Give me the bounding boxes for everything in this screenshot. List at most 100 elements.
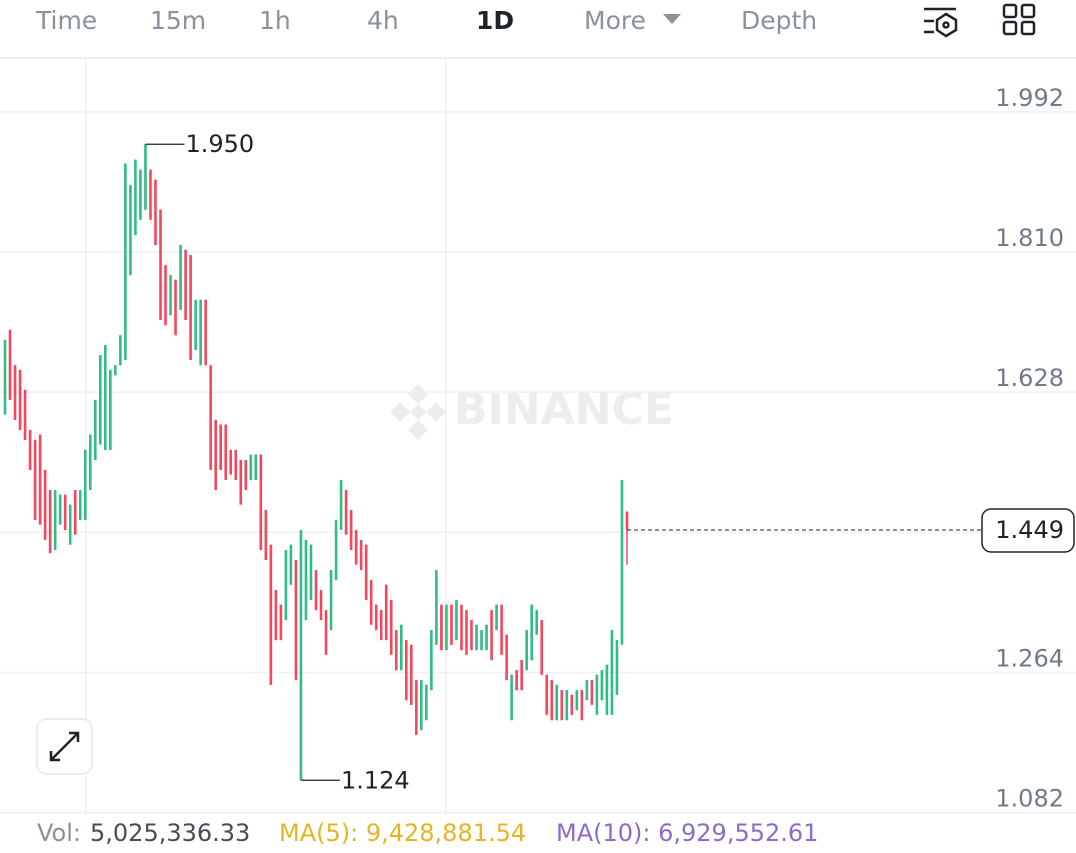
candle-body xyxy=(18,369,22,430)
candle-body xyxy=(304,540,308,621)
candle-body xyxy=(38,434,42,525)
candle-body xyxy=(249,454,253,480)
candle-body xyxy=(48,489,52,554)
candle-body xyxy=(565,690,569,721)
candle-body xyxy=(485,624,488,651)
candle-body xyxy=(470,620,473,651)
candle-body xyxy=(379,610,383,641)
tab[interactable]: 4h xyxy=(367,6,399,35)
y-tick-label: 1.992 xyxy=(995,84,1064,112)
candle-body xyxy=(399,624,403,671)
low-label: 1.124 xyxy=(341,766,410,794)
candle-body xyxy=(505,634,508,681)
candle-body xyxy=(3,339,7,415)
high-label: 1.950 xyxy=(185,130,254,158)
candle-body xyxy=(99,355,102,445)
candle-body xyxy=(294,560,298,681)
candle-body xyxy=(189,255,192,360)
candle-body xyxy=(359,540,363,571)
candle-body xyxy=(329,570,333,631)
dropdown-arrow[interactable] xyxy=(663,14,681,24)
overlay: 1.950 1.124 1.449 xyxy=(145,130,1075,794)
candle-body xyxy=(450,604,453,645)
candle-body xyxy=(219,424,222,470)
candle-body xyxy=(149,169,152,220)
candle-body xyxy=(610,630,614,715)
candle-body xyxy=(319,590,323,621)
tab[interactable]: Depth xyxy=(741,6,817,35)
candle-body xyxy=(580,690,584,721)
candle-body xyxy=(354,530,358,565)
candle-body xyxy=(93,399,97,460)
candle-body xyxy=(540,620,544,675)
indicator-icon[interactable] xyxy=(924,7,958,38)
candle-body xyxy=(625,511,629,531)
candle-body xyxy=(259,454,263,551)
candle-body xyxy=(124,163,127,360)
vol-value: 5,025,336.33 xyxy=(90,819,250,847)
layout-icon[interactable] xyxy=(1002,3,1036,36)
candle-body xyxy=(199,299,202,366)
candle-body xyxy=(209,365,212,470)
last-price-box xyxy=(981,508,1075,553)
candle-body xyxy=(344,489,348,535)
candle-body xyxy=(134,159,137,236)
candle-body xyxy=(455,600,458,641)
candle-body xyxy=(73,489,77,535)
y-tick-label: 1.810 xyxy=(995,224,1064,252)
tab[interactable]: More xyxy=(584,6,646,35)
ma10: MA(10): 6,929,552.61 xyxy=(556,819,818,847)
tab-bar: Time 15m 1h 4h 1D More Depth xyxy=(35,6,817,35)
candle-body xyxy=(244,459,248,490)
candle-body xyxy=(114,365,117,376)
candle-body xyxy=(420,680,423,731)
candle-body xyxy=(334,520,338,581)
candle-body xyxy=(490,610,493,661)
tab[interactable]: 1D xyxy=(476,6,514,35)
candle-body xyxy=(164,265,167,326)
y-tick-label: 1.264 xyxy=(995,644,1064,672)
candle-body xyxy=(299,530,303,781)
candle-body xyxy=(545,674,549,715)
candle-body xyxy=(63,494,67,531)
y-tick-label: 1.628 xyxy=(995,364,1064,392)
candle-body xyxy=(269,544,273,685)
vol-label: Vol: xyxy=(37,819,81,847)
candle-body xyxy=(595,674,599,715)
candle-body xyxy=(374,604,378,631)
candle-body xyxy=(500,604,503,655)
candle-body xyxy=(515,670,518,691)
tab[interactable]: Time xyxy=(35,6,97,35)
candle-body xyxy=(234,449,238,480)
candle-body xyxy=(605,664,609,715)
candle-body xyxy=(404,640,408,701)
candle-body xyxy=(58,494,62,525)
candle-body xyxy=(214,419,217,490)
candle-body xyxy=(339,479,343,531)
candle-body xyxy=(425,684,428,721)
tab[interactable]: 1h xyxy=(259,6,291,35)
candle-body xyxy=(68,504,72,545)
candle-body xyxy=(460,604,463,651)
candle-body xyxy=(475,624,478,651)
candle-body xyxy=(535,610,539,635)
candle-body xyxy=(364,544,368,601)
candle-body xyxy=(394,630,398,671)
candle-body xyxy=(530,604,533,661)
candle-body xyxy=(435,570,438,645)
candle-body xyxy=(229,449,233,475)
candle-body xyxy=(78,489,82,521)
candle-body xyxy=(279,604,283,641)
tab[interactable]: 15m xyxy=(150,6,206,35)
candle-body xyxy=(139,169,142,220)
candle-body xyxy=(88,434,92,490)
expand-button[interactable] xyxy=(36,718,93,775)
candle-body xyxy=(254,454,258,480)
candle-body xyxy=(109,369,112,450)
candle-body xyxy=(8,329,12,400)
candle-body xyxy=(410,644,413,705)
candle-body xyxy=(525,630,528,671)
candle-body xyxy=(184,249,187,320)
